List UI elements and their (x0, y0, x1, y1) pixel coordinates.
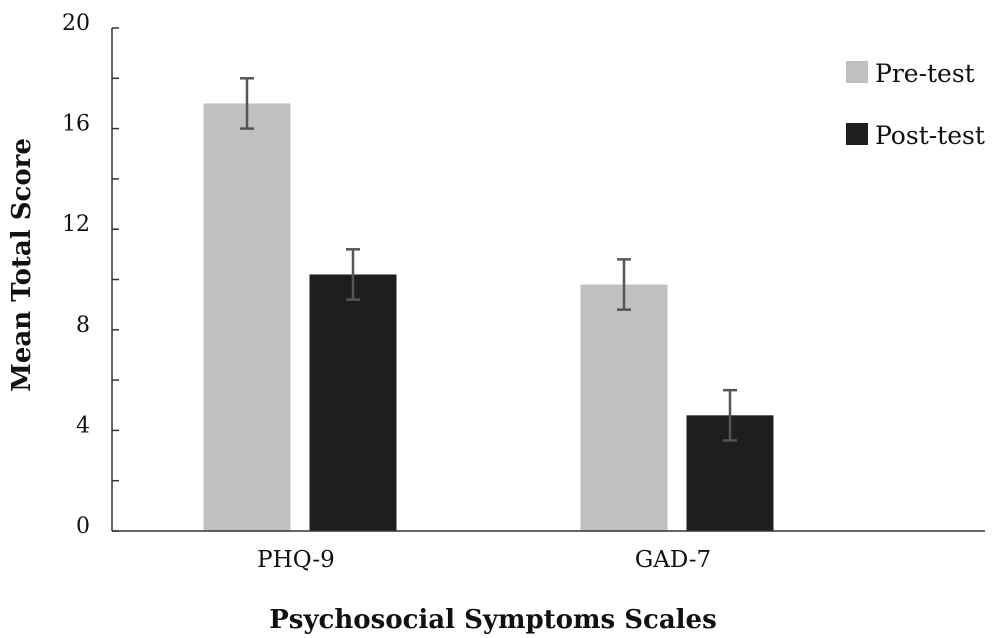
y-axis: 0 4 8 12 16 20 (62, 11, 119, 539)
bar (309, 274, 397, 531)
legend-swatch (846, 123, 868, 145)
x-tick-label: PHQ-9 (257, 547, 335, 573)
legend: Pre-test Post-test (846, 59, 985, 150)
bar (580, 284, 668, 531)
y-axis-title: Mean Total Score (7, 138, 37, 392)
error-bars (240, 77, 737, 442)
x-axis: PHQ-9 GAD-7 (112, 530, 985, 573)
bars (203, 103, 774, 531)
x-axis-title: Psychosocial Symptoms Scales (269, 605, 716, 635)
y-tick-label: 8 (76, 313, 90, 338)
legend-label: Post-test (875, 121, 985, 150)
y-tick-label: 12 (62, 212, 90, 237)
x-tick-label: GAD-7 (635, 547, 711, 573)
y-tick-label: 4 (76, 413, 90, 438)
y-tick-label: 16 (62, 112, 90, 137)
bar (203, 103, 291, 531)
y-tick-label: 0 (76, 514, 90, 539)
y-tick-label: 20 (62, 11, 90, 36)
legend-label: Pre-test (875, 59, 975, 88)
legend-swatch (846, 61, 868, 83)
